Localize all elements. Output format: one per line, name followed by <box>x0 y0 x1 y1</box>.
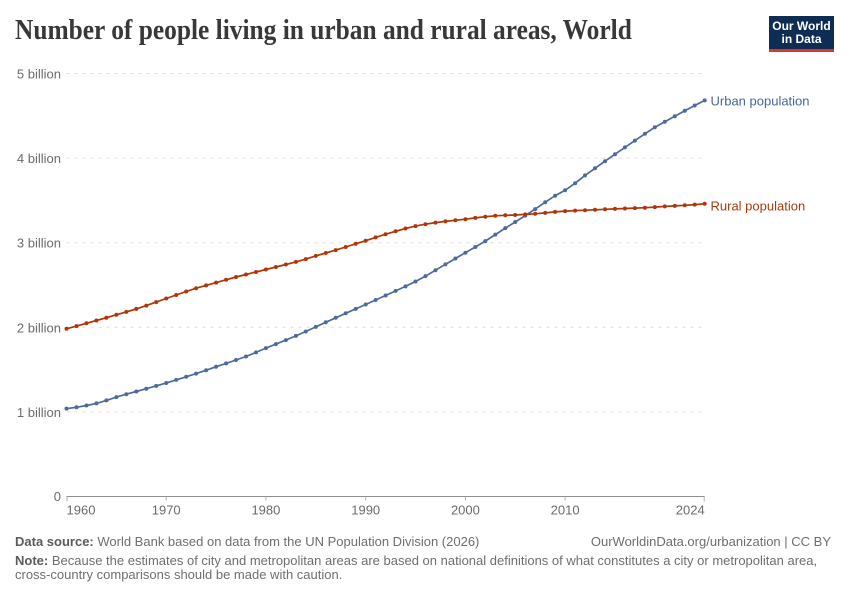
svg-text:Urban population: Urban population <box>711 94 810 109</box>
svg-text:1990: 1990 <box>351 503 380 518</box>
svg-text:2010: 2010 <box>551 503 580 518</box>
svg-text:1960: 1960 <box>67 503 96 518</box>
svg-text:2024: 2024 <box>676 503 705 518</box>
svg-text:4 billion: 4 billion <box>17 151 61 166</box>
svg-text:1 billion: 1 billion <box>17 405 61 420</box>
svg-text:1970: 1970 <box>152 503 181 518</box>
svg-text:3 billion: 3 billion <box>17 236 61 251</box>
svg-text:5 billion: 5 billion <box>17 67 61 82</box>
svg-text:Rural population: Rural population <box>711 199 806 214</box>
svg-text:0: 0 <box>54 489 61 504</box>
svg-text:1980: 1980 <box>251 503 280 518</box>
svg-text:2000: 2000 <box>451 503 480 518</box>
svg-text:2 billion: 2 billion <box>17 320 61 335</box>
